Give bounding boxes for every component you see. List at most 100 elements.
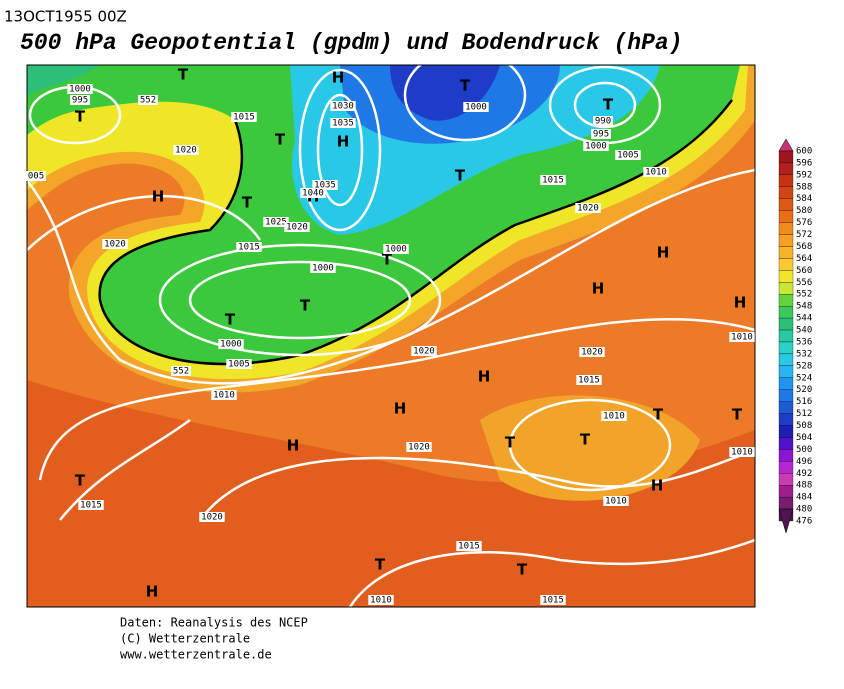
colorbar-label: 600 (796, 147, 812, 157)
pressure-center: T (242, 194, 253, 212)
colorbar-swatch (778, 341, 794, 355)
isobar-label: 1040 (302, 189, 324, 199)
isobar-label-box (603, 496, 629, 506)
map-title: 500 hPa Geopotential (gpdm) und Bodendru… (20, 30, 683, 56)
isobar-label-box (463, 102, 489, 112)
colorbar-label: 484 (796, 493, 812, 503)
pressure-center: T (300, 297, 311, 315)
isobar-label: 1000 (312, 264, 334, 274)
colorbar-swatch (778, 282, 794, 295)
isobar-label-box (67, 84, 93, 94)
isobar-label: 005 (28, 172, 44, 182)
isobar-label-box (26, 171, 46, 181)
colorbar-swatch (778, 496, 794, 510)
isobar-label-box (70, 95, 90, 105)
isobar-label-box (615, 150, 641, 160)
map-area (27, 65, 755, 607)
colorbar-label: 544 (796, 314, 812, 324)
isobar-label: 1005 (617, 151, 639, 161)
isobar-label: 552 (173, 367, 189, 377)
colorbar-label: 532 (796, 349, 812, 359)
pressure-center: H (478, 368, 491, 386)
pressure-center: H (152, 188, 165, 206)
isobar-label-box (284, 222, 310, 232)
colorbar-swatch (778, 377, 794, 390)
isobar-label-box (173, 145, 199, 155)
colorbar-swatch (778, 294, 794, 307)
pressure-center: H (651, 477, 664, 495)
colorbar-swatch (778, 329, 794, 343)
colorbar-swatch (778, 437, 794, 450)
colorbar-label: 568 (796, 242, 812, 252)
isobar-label-box (729, 332, 755, 342)
pressure-center: T (732, 406, 743, 424)
isobar-label: 1015 (238, 243, 260, 253)
isobar-label: 1020 (175, 146, 197, 156)
colorbar-label: 560 (796, 266, 812, 276)
pressure-center: H (332, 69, 345, 87)
isobar-label: 1020 (286, 223, 308, 233)
colorbar-label: 500 (796, 445, 812, 455)
isobar-label-box (263, 217, 289, 227)
colorbar-swatch (778, 389, 794, 402)
colorbar-label: 496 (796, 457, 812, 467)
colorbar-swatch (778, 449, 794, 462)
pressure-center: T (653, 406, 664, 424)
isobar-label-box (226, 359, 252, 369)
footer-copyright: (C) Wetterzentrale (120, 632, 250, 646)
colorbar-swatch (778, 174, 794, 187)
colorbar-swatch (778, 198, 794, 211)
isobar-label: 1015 (578, 376, 600, 386)
colorbar-label: 480 (796, 505, 812, 515)
pressure-center: H (394, 400, 407, 418)
pressure-center: H (657, 244, 670, 262)
isobar-label-box (540, 175, 566, 185)
pressure-center: T (225, 311, 236, 329)
colorbar-label: 540 (796, 326, 812, 336)
pressure-center: T (460, 77, 471, 95)
colorbar-label: 584 (796, 194, 812, 204)
colorbar-swatch (778, 150, 794, 164)
colorbar-label: 592 (796, 170, 812, 180)
pressure-center: T (75, 108, 86, 126)
isobar-label-box (591, 129, 611, 139)
isobar-label: 995 (72, 96, 88, 106)
isobar-label-box (236, 242, 262, 252)
isobar-label-box (383, 244, 409, 254)
isobar-label: 1010 (605, 497, 627, 507)
isobar-label-box (729, 447, 755, 457)
isobar-label-box (300, 188, 326, 198)
isobar-label-box (330, 101, 356, 111)
colorbar-label: 508 (796, 421, 812, 431)
isobar-label: 1020 (413, 347, 435, 357)
isobar-label-box (540, 595, 566, 605)
colorbar-swatch (778, 473, 794, 486)
pressure-center: H (337, 133, 350, 151)
colorbar-label: 596 (796, 158, 812, 168)
isobar-label-box (211, 390, 237, 400)
colorbar-label: 564 (796, 254, 812, 264)
colorbar-swatch (778, 401, 794, 414)
colorbar-swatch (778, 270, 794, 283)
isobar-label: 1000 (69, 85, 91, 95)
colorbar-label: 476 (796, 517, 812, 527)
isobar-label-box (411, 346, 437, 356)
pressure-center: T (275, 131, 286, 149)
colorbar-label: 492 (796, 469, 812, 479)
isobar-label: 1020 (577, 204, 599, 214)
isobar-label: 1035 (332, 119, 354, 129)
pressure-center: T (603, 96, 614, 114)
pressure-center: T (505, 434, 516, 452)
map-labels: TTTTTTTTTTTTTTTTTHHHHHHHHHHHH10009951015… (26, 66, 755, 606)
isobar-label: 1020 (581, 348, 603, 358)
isobar-label-box (102, 239, 128, 249)
colorbar-label: 524 (796, 373, 812, 383)
map-frame (26, 64, 756, 608)
isobar-label-box (576, 375, 602, 385)
isobar-label-box (368, 595, 394, 605)
date-label: 13OCT1955 00Z (4, 8, 127, 26)
colorbar-label: 556 (796, 278, 812, 288)
isobar-label: 1010 (603, 412, 625, 422)
colorbar-label: 520 (796, 385, 812, 395)
